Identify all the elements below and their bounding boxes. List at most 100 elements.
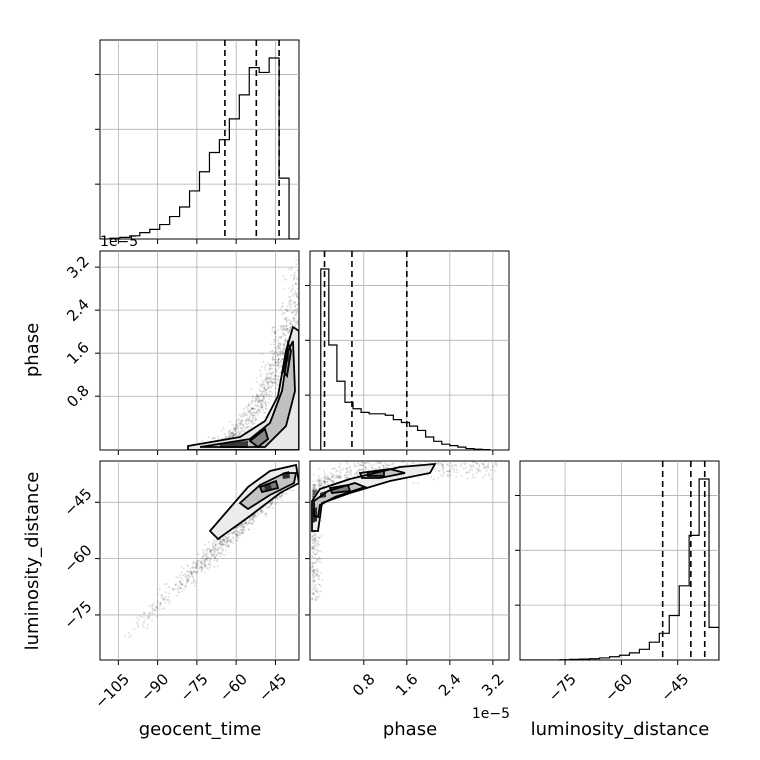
sample-point <box>318 477 321 480</box>
sample-point <box>200 565 203 568</box>
sample-point <box>460 465 463 468</box>
sample-point <box>312 492 315 495</box>
sample-point <box>447 470 450 473</box>
sample-point <box>260 406 263 409</box>
sample-point <box>223 539 226 542</box>
sample-point <box>238 432 241 435</box>
sample-point <box>290 274 293 277</box>
sample-point <box>313 491 316 494</box>
sample-point <box>270 343 273 346</box>
sample-point <box>314 599 317 602</box>
sample-point <box>258 410 261 413</box>
sample-point <box>204 559 207 562</box>
sample-point <box>239 432 242 435</box>
sample-point <box>374 462 377 465</box>
sample-point <box>235 422 238 425</box>
sample-point <box>298 293 299 296</box>
sample-point <box>231 434 234 437</box>
sample-point <box>345 474 348 477</box>
sample-point <box>278 350 281 353</box>
sample-point <box>311 535 314 538</box>
sample-point <box>150 619 153 622</box>
sample-point <box>318 574 321 577</box>
sample-point <box>202 553 205 556</box>
sample-point <box>312 489 315 492</box>
sample-point <box>345 476 348 479</box>
sample-point <box>201 548 204 551</box>
sample-point <box>471 461 474 463</box>
sample-point <box>317 540 320 543</box>
sample-point <box>127 632 130 635</box>
sample-point <box>220 540 223 543</box>
sample-point <box>164 591 167 594</box>
sample-point <box>359 469 362 472</box>
y-tick-label: −75 <box>60 597 95 632</box>
sample-point <box>194 562 197 565</box>
contour-line <box>248 427 270 449</box>
sample-point <box>269 501 272 504</box>
sample-point <box>271 367 274 370</box>
sample-point <box>270 364 273 367</box>
sample-point <box>204 543 207 546</box>
sample-point <box>212 554 215 557</box>
sample-point <box>330 476 333 479</box>
sample-point <box>447 475 450 478</box>
sample-point <box>236 426 239 429</box>
sample-point <box>249 522 252 525</box>
sample-point <box>357 469 360 472</box>
sample-point <box>272 372 275 375</box>
sample-point <box>284 337 287 340</box>
sample-point <box>243 525 246 528</box>
sample-point <box>297 459 299 461</box>
sample-point <box>313 537 316 540</box>
sample-point <box>311 534 314 537</box>
sample-point <box>312 561 315 564</box>
sample-point <box>274 332 277 335</box>
sample-point <box>476 468 479 471</box>
sample-point <box>319 484 322 487</box>
sample-point <box>476 462 479 465</box>
sample-point <box>178 581 181 584</box>
sample-point <box>312 547 315 550</box>
sample-point <box>178 580 181 583</box>
sample-point <box>296 295 299 298</box>
sample-point <box>197 562 200 565</box>
sample-point <box>302 315 304 317</box>
sample-point <box>283 343 286 346</box>
sample-point <box>209 552 212 555</box>
sample-point <box>280 365 283 368</box>
sample-point <box>263 387 266 390</box>
sample-point <box>345 468 348 471</box>
sample-point <box>269 364 272 367</box>
sample-point <box>158 605 161 608</box>
sample-point <box>287 330 290 333</box>
sample-point <box>315 549 318 552</box>
sample-point <box>417 482 420 485</box>
sample-point <box>371 454 373 456</box>
sample-point <box>346 461 349 462</box>
sample-point <box>293 274 296 277</box>
sample-point <box>453 471 456 474</box>
sample-point <box>448 455 450 457</box>
sample-point <box>453 463 456 466</box>
sample-point <box>241 525 244 528</box>
sample-point <box>402 459 404 461</box>
sample-point <box>252 422 255 425</box>
sample-point <box>200 567 203 570</box>
sample-point <box>396 458 398 460</box>
sample-point <box>245 423 248 426</box>
sample-point <box>348 476 351 479</box>
sample-point <box>284 340 287 343</box>
sample-point <box>282 328 285 331</box>
sample-point <box>478 464 481 467</box>
sample-point <box>313 578 316 581</box>
sample-point <box>463 461 466 464</box>
sample-point <box>441 475 444 478</box>
sample-point <box>268 377 271 380</box>
sample-point <box>155 606 158 609</box>
sample-point <box>279 360 282 363</box>
sample-point <box>385 466 388 469</box>
sample-point <box>313 580 316 583</box>
sample-point <box>179 581 182 584</box>
